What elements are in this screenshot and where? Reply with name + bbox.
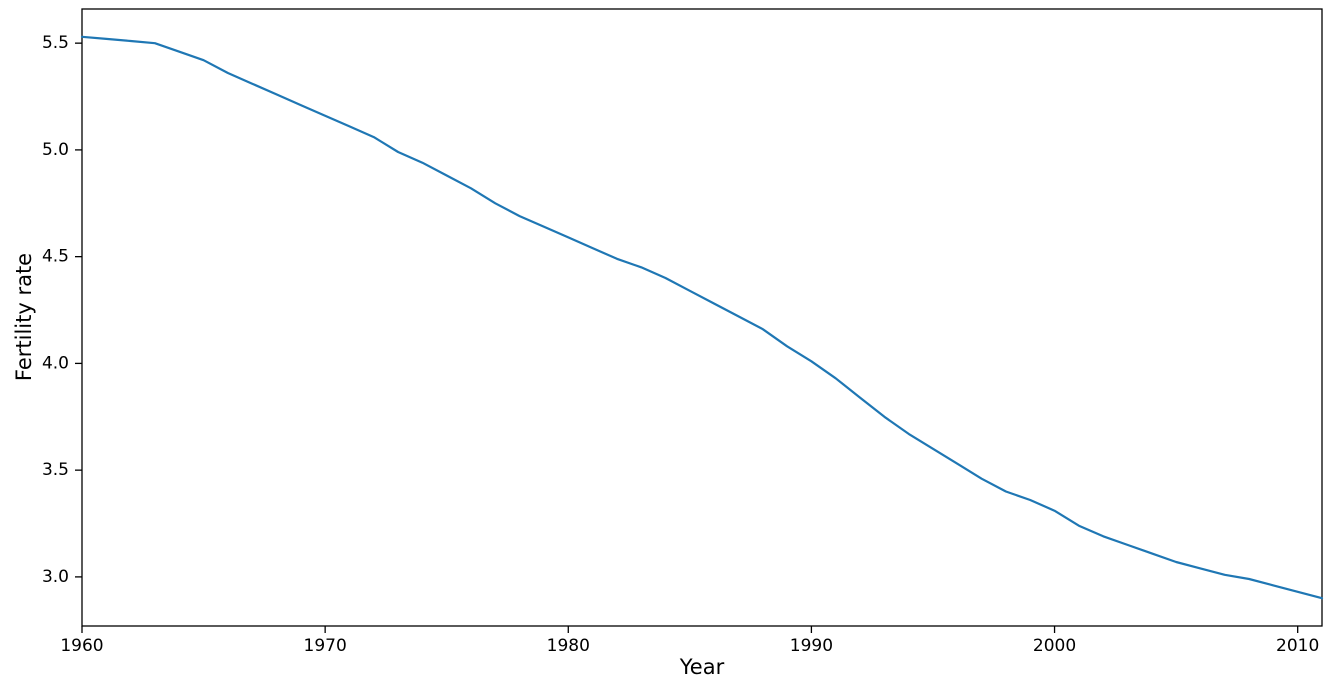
x-axis-title: Year bbox=[679, 655, 725, 679]
plot-frame bbox=[81, 8, 1323, 627]
y-tick-label: 4.5 bbox=[42, 247, 69, 267]
x-tick-label: 1980 bbox=[547, 636, 590, 656]
y-tick-label: 5.0 bbox=[42, 140, 69, 160]
x-tick-label: 1970 bbox=[304, 636, 347, 656]
x-tick-label: 1960 bbox=[60, 636, 103, 656]
y-tick-label: 4.0 bbox=[42, 353, 69, 373]
y-tick-label: 3.5 bbox=[42, 460, 69, 480]
x-tick-label: 1990 bbox=[790, 636, 833, 656]
y-axis-title: Fertility rate bbox=[12, 252, 36, 382]
y-tick-label: 5.5 bbox=[42, 33, 69, 53]
x-tick-label: 2010 bbox=[1276, 636, 1319, 656]
x-tick-label: 2000 bbox=[1033, 636, 1076, 656]
fertility-rate-line bbox=[80, 35, 1324, 600]
y-tick-label: 3.0 bbox=[42, 567, 69, 587]
